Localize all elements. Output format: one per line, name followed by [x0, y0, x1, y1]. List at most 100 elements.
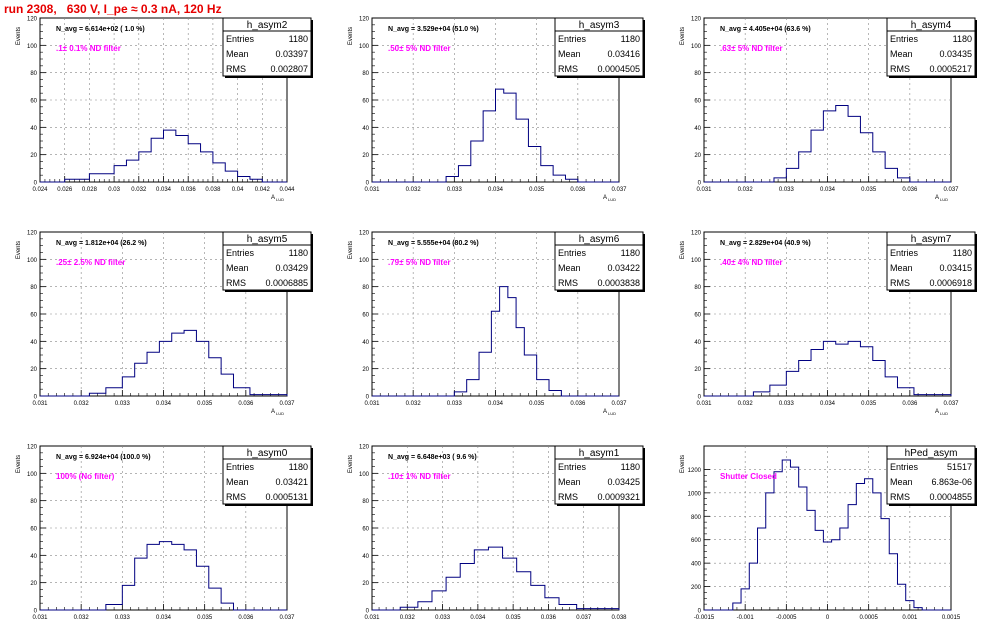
y-tick-label: 60: [694, 313, 701, 319]
stats-rms-label: RMS: [558, 278, 578, 288]
x-tick-label: 0: [826, 615, 830, 621]
x-axis-label-subscript: LUD: [276, 411, 284, 416]
histogram-series: [704, 340, 952, 397]
stats-mean-label: Mean: [226, 477, 249, 487]
x-tick-label: 0.035: [506, 615, 522, 621]
y-tick-label: 60: [30, 527, 37, 533]
x-tick-label: 0.034: [156, 401, 172, 407]
histogram-panel-h_asym6: 0 20 40 60 80 100 120 0.031 0.032 0.033 0.034 0.035…: [348, 231, 645, 416]
stats-rms-value: 0.0005217: [929, 64, 972, 74]
y-tick-label: 20: [362, 153, 369, 159]
filter-label: .40± 4% ND filter: [720, 258, 783, 267]
histogram-panel-h_asym5: 0 20 40 60 80 100 120 0.031 0.032 0.033 0.034 0.035…: [16, 231, 313, 416]
y-tick-label: 60: [362, 313, 369, 319]
y-tick-label: 0: [698, 395, 702, 401]
stats-mean-label: Mean: [226, 49, 249, 59]
stats-rms-value: 0.002807: [270, 64, 308, 74]
y-tick-label: 20: [362, 581, 369, 587]
histogram-series: [40, 129, 287, 183]
navg-label: N_avg = 1.812e+04 (26.2 %): [56, 240, 147, 247]
x-tick-label: 0.035: [861, 187, 877, 193]
stats-entries-value: 51517: [947, 462, 972, 472]
stats-mean-value: 0.03425: [607, 477, 640, 487]
stats-box: h_asym6 Entries 1180 Mean 0.03422 RMS 0.000383…: [554, 231, 645, 292]
x-tick-label: 0.034: [156, 615, 172, 621]
histogram-title: h_asym0: [247, 448, 288, 459]
stats-rms-label: RMS: [226, 278, 246, 288]
stats-mean-label: Mean: [226, 263, 249, 273]
y-tick-label: 80: [694, 285, 701, 291]
y-tick-label: 0: [34, 395, 38, 401]
x-tick-label: 0.04: [232, 187, 244, 193]
filter-label: .25± 2.5% ND filter: [56, 258, 125, 267]
stats-box-frame: [886, 445, 976, 505]
histogram-title: h_asym4: [911, 20, 952, 31]
x-axis-label-subscript: LUD: [940, 411, 948, 416]
x-axis-label: A: [603, 195, 607, 201]
stats-mean-value: 0.03422: [607, 263, 640, 273]
y-tick-label: 120: [27, 231, 38, 237]
x-axis-label: A: [935, 409, 939, 415]
stats-mean-value: 6.863e-06: [931, 477, 972, 487]
x-tick-label: 0.033: [115, 615, 131, 621]
y-tick-label: 40: [362, 554, 369, 560]
x-tick-label: 0.031: [696, 187, 712, 193]
y-tick-label: 80: [362, 71, 369, 77]
y-axis-label: Events: [16, 241, 22, 259]
x-tick-label: -0.0015: [694, 615, 715, 621]
x-tick-label: 0.031: [364, 401, 380, 407]
histogram-panel-h_asym2: 0 20 40 60 80 100 120 0.024 0.026 0.028 0.03 0.032 0…: [16, 17, 313, 202]
navg-label: N_avg = 6.648e+03 ( 9.6 %): [388, 454, 477, 461]
x-tick-label: 0.026: [57, 187, 73, 193]
y-tick-label: 80: [362, 499, 369, 505]
y-tick-label: 60: [362, 99, 369, 105]
y-tick-label: 120: [359, 17, 370, 23]
x-axis-label: A: [603, 409, 607, 415]
x-tick-label: 0.032: [406, 401, 422, 407]
x-tick-label: 0.031: [32, 401, 48, 407]
x-tick-label: 0.032: [406, 187, 422, 193]
x-tick-label: 0.001: [902, 615, 918, 621]
x-tick-label: 0.031: [364, 187, 380, 193]
stats-entries-value: 1180: [289, 34, 308, 44]
y-tick-label: 80: [30, 71, 37, 77]
y-tick-label: 60: [694, 99, 701, 105]
x-tick-label: 0.031: [32, 615, 48, 621]
histogram-panel-h_asym7: 0 20 40 60 80 100 120 0.031 0.032 0.033 0.034 0.035…: [680, 231, 977, 416]
histogram-series: [40, 329, 288, 397]
filter-label: .50± 5% ND filter: [388, 44, 451, 53]
stats-rms-value: 0.0004855: [929, 492, 972, 502]
y-tick-label: 60: [30, 313, 37, 319]
x-tick-label: 0.038: [611, 615, 627, 621]
y-tick-label: 0: [366, 181, 370, 187]
histogram-series: [372, 88, 619, 183]
histogram-title: h_asym7: [911, 234, 952, 245]
y-tick-label: 1000: [688, 491, 702, 497]
stats-entries-label: Entries: [558, 34, 587, 44]
x-tick-label: 0.036: [181, 187, 197, 193]
x-tick-label: 0.036: [570, 187, 586, 193]
x-tick-label: 0.0015: [942, 615, 961, 621]
stats-mean-label: Mean: [558, 477, 581, 487]
x-tick-label: 0.035: [861, 401, 877, 407]
histogram-title: h_asym3: [579, 20, 620, 31]
y-tick-label: 100: [27, 44, 38, 50]
y-tick-label: 20: [30, 153, 37, 159]
stats-box: h_asym0 Entries 1180 Mean 0.03421 RMS 0.000513…: [222, 445, 313, 506]
x-tick-label: 0.0005: [859, 615, 878, 621]
y-tick-label: 100: [27, 472, 38, 478]
x-tick-label: 0.036: [902, 401, 918, 407]
x-tick-label: 0.037: [943, 187, 959, 193]
x-tick-label: 0.037: [943, 401, 959, 407]
stats-entries-value: 1180: [621, 248, 640, 258]
x-tick-label: 0.034: [820, 401, 836, 407]
y-tick-label: 40: [30, 126, 37, 132]
stats-entries-label: Entries: [558, 462, 587, 472]
x-tick-label: 0.032: [131, 187, 147, 193]
x-tick-label: 0.034: [488, 401, 504, 407]
y-tick-label: 60: [362, 527, 369, 533]
y-axis-label: Events: [16, 455, 22, 473]
stats-box-frame: [222, 445, 312, 505]
y-axis-label: Events: [680, 241, 686, 259]
